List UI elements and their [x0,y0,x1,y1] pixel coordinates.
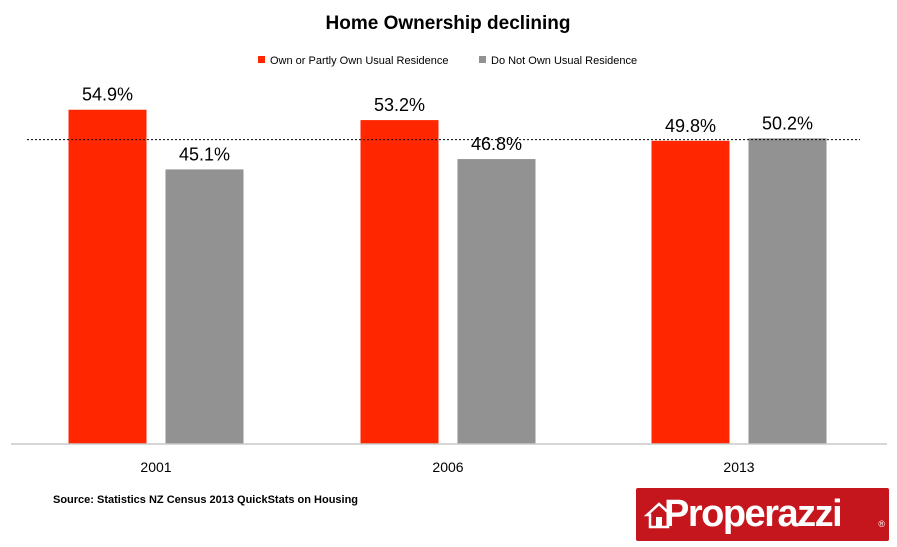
properazzi-logo: Properazzi ® [636,488,889,541]
data-label-2006-series-1: 53.2% [374,95,425,115]
legend-swatch-2 [479,56,486,63]
legend-label-1: Own or Partly Own Usual Residence [270,55,449,67]
bar-2001-series-1 [68,109,147,445]
x-tick-label-2006: 2006 [432,459,463,475]
source-note: Source: Statistics NZ Census 2013 QuickS… [53,494,358,506]
chart-title: Home Ownership declining [326,13,571,34]
data-label-2006-series-2: 46.8% [471,134,522,154]
bars: 54.9% 45.1% 53.2% 46.8% 49.8% 50.2% [68,85,827,445]
bar-2006-series-2 [457,159,536,444]
legend-swatch-1 [258,56,265,63]
bar-2013-series-2 [748,138,827,444]
registered-mark: ® [878,519,885,529]
bar-2001-series-2 [165,169,244,444]
bar-2013-series-1 [651,140,730,445]
house-icon [644,501,674,528]
data-label-2001-series-1: 54.9% [82,85,133,105]
x-tick-label-2013: 2013 [723,459,754,475]
logo-text: Properazzi [664,493,843,535]
data-label-2013-series-2: 50.2% [762,113,813,133]
data-label-2013-series-1: 49.8% [665,116,716,136]
legend: Own or Partly Own Usual Residence Do Not … [258,55,637,67]
bar-2006-series-1 [360,120,439,444]
x-tick-label-2001: 2001 [140,459,171,475]
x-tick-labels: 2001 2006 2013 [140,459,754,475]
data-label-2001-series-2: 45.1% [179,144,230,164]
legend-label-2: Do Not Own Usual Residence [491,55,637,67]
